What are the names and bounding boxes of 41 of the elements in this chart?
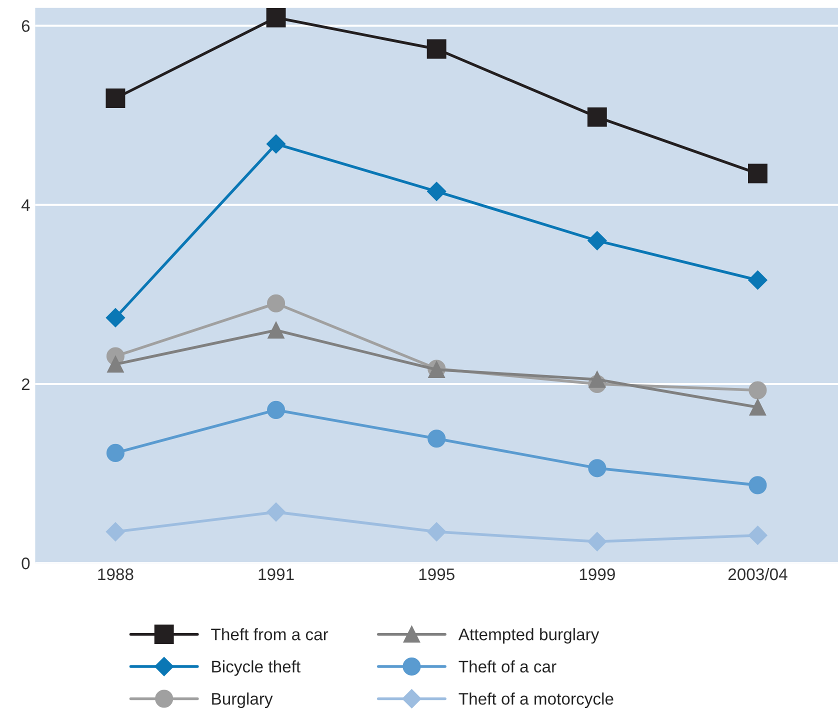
legend-label: Bicycle theft bbox=[212, 660, 300, 676]
point bbox=[268, 322, 284, 339]
y-tick-label: 6 bbox=[22, 20, 30, 32]
point bbox=[266, 8, 286, 28]
legend-label: Theft from a car bbox=[211, 628, 328, 640]
point bbox=[106, 522, 126, 542]
point bbox=[748, 270, 768, 290]
point bbox=[588, 231, 607, 250]
point bbox=[588, 459, 606, 478]
x-tick-label: 2003/04 bbox=[728, 568, 788, 580]
point bbox=[587, 107, 607, 127]
point bbox=[588, 371, 606, 388]
legend-label: Theft of a car bbox=[458, 660, 556, 673]
point bbox=[266, 134, 286, 154]
x-tick-label: 1988 bbox=[98, 568, 134, 580]
point bbox=[106, 308, 126, 328]
point bbox=[267, 400, 286, 419]
legend-label: Burglary bbox=[212, 692, 273, 708]
point bbox=[427, 182, 446, 201]
y-tick-label: 2 bbox=[22, 378, 30, 390]
point bbox=[427, 522, 446, 542]
point bbox=[749, 398, 766, 416]
point bbox=[748, 381, 767, 400]
x-tick-label: 1991 bbox=[258, 568, 294, 580]
point bbox=[748, 164, 768, 184]
point bbox=[428, 430, 446, 448]
point bbox=[106, 444, 125, 462]
legend-label: Theft of a motorcycle bbox=[458, 692, 614, 708]
point bbox=[426, 39, 446, 59]
point bbox=[267, 294, 286, 312]
point bbox=[106, 88, 126, 108]
y-tick-label: 4 bbox=[21, 199, 30, 211]
point bbox=[107, 356, 124, 373]
x-tick-label: 1995 bbox=[419, 568, 454, 580]
point bbox=[748, 526, 768, 545]
point bbox=[748, 476, 767, 494]
legend-label: Attempted burglary bbox=[458, 628, 600, 644]
x-tick-label: 1999 bbox=[580, 568, 615, 580]
y-tick-label: 0 bbox=[22, 558, 30, 570]
point bbox=[266, 502, 286, 522]
point bbox=[588, 532, 607, 552]
